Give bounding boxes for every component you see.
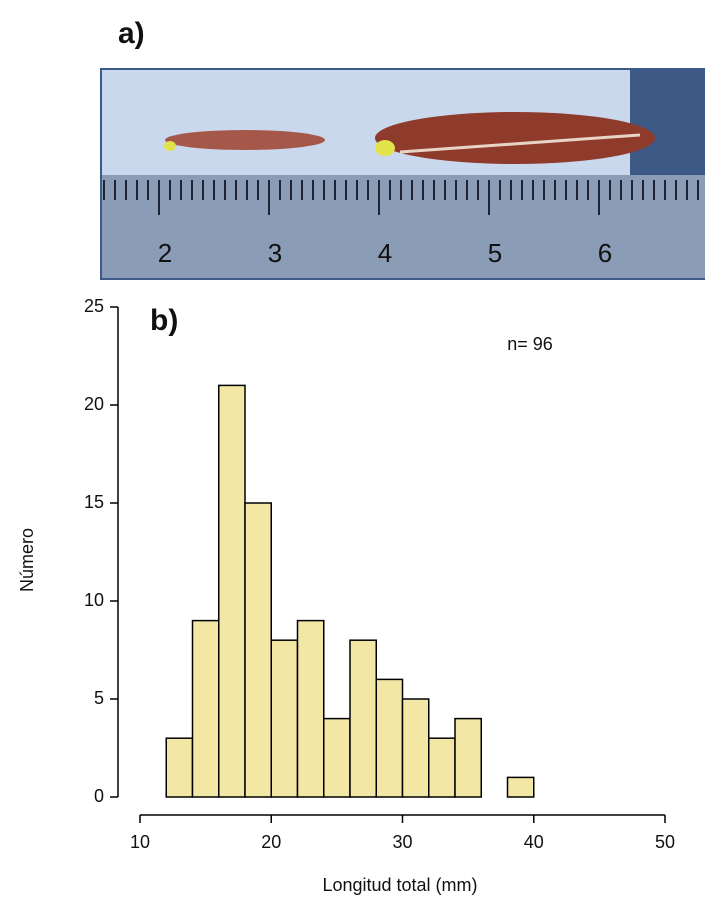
fish-small xyxy=(165,130,325,150)
y-tick-label: 20 xyxy=(84,394,104,414)
photo: 2 3 4 5 6 xyxy=(100,68,705,280)
fish-stripe xyxy=(399,133,641,154)
annotation: n= 96 xyxy=(507,334,553,354)
bar xyxy=(165,737,194,798)
x-axis-label: Longitud total (mm) xyxy=(322,875,477,895)
fish-snout xyxy=(164,141,176,151)
bar xyxy=(349,639,377,798)
fish-large xyxy=(375,112,655,164)
bar xyxy=(454,717,482,798)
x-tick-label: 10 xyxy=(130,832,150,852)
x-tick-label: 50 xyxy=(655,832,675,852)
y-tick-label: 25 xyxy=(84,296,104,316)
panel-label: a) xyxy=(118,17,145,50)
ruler-label: 5 xyxy=(488,238,502,268)
panel-label: b) xyxy=(150,304,178,337)
x-tick-label: 40 xyxy=(524,832,544,852)
bar xyxy=(323,717,351,798)
ruler-label: 4 xyxy=(378,238,392,268)
bar xyxy=(401,698,430,798)
fish-snout xyxy=(375,140,395,156)
ruler-ticks: 2 3 4 5 6 xyxy=(103,180,699,268)
bar xyxy=(270,639,299,798)
bar xyxy=(375,678,404,798)
y-tick-label: 10 xyxy=(84,590,104,610)
y-tick-label: 15 xyxy=(84,492,104,512)
y-axis-label: Número xyxy=(17,528,37,592)
bar xyxy=(296,619,325,798)
ruler-label: 6 xyxy=(598,238,612,268)
bar xyxy=(244,502,272,798)
bar xyxy=(428,737,456,798)
ruler-label: 3 xyxy=(268,238,282,268)
bar xyxy=(506,776,535,798)
bar xyxy=(191,619,220,798)
y-tick-label: 0 xyxy=(94,786,104,806)
x-tick-label: 30 xyxy=(392,832,412,852)
bar xyxy=(218,384,246,798)
x-tick-label: 20 xyxy=(261,832,281,852)
y-tick-label: 5 xyxy=(94,688,104,708)
ruler-label: 2 xyxy=(158,238,172,268)
chart: b) n= 96 Longitud total (mm) Número 0 5 10… xyxy=(17,296,675,895)
